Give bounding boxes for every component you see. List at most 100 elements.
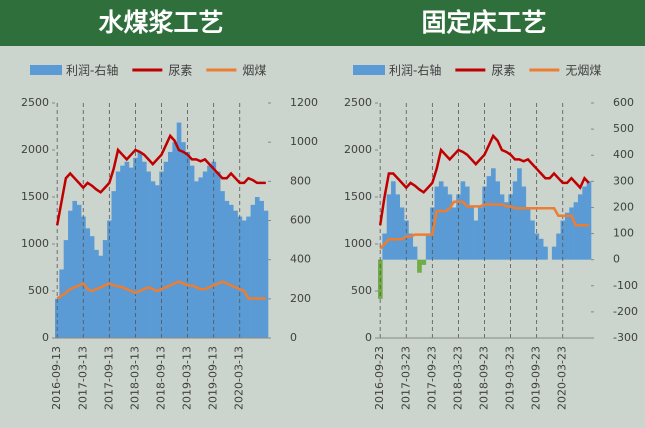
y2-tick-label: 800 xyxy=(290,174,311,187)
chart-title: 水煤浆工艺 xyxy=(98,8,223,37)
bar xyxy=(81,216,86,338)
bar xyxy=(543,246,548,260)
y2-tick-label: 400 xyxy=(613,148,634,161)
bar xyxy=(486,176,492,260)
bar xyxy=(163,161,169,338)
bar xyxy=(194,181,199,338)
bar xyxy=(111,191,117,338)
y-tick-label: 2500 xyxy=(344,96,372,109)
bar xyxy=(128,167,134,338)
bar xyxy=(451,207,457,260)
y2-tick-label: 0 xyxy=(290,331,297,344)
bar xyxy=(211,161,217,338)
bar xyxy=(124,161,130,338)
bar xyxy=(386,194,392,260)
bar xyxy=(254,197,260,338)
bar xyxy=(417,259,422,273)
bar xyxy=(491,168,496,260)
bar xyxy=(508,194,514,260)
bar xyxy=(76,204,82,338)
bar xyxy=(586,181,592,260)
line xyxy=(56,280,266,300)
bar xyxy=(55,298,60,338)
x-tick-label: 2019-03-13 xyxy=(181,346,194,410)
bar xyxy=(68,210,73,338)
x-tick-label: 2017-09-23 xyxy=(425,346,438,410)
bar xyxy=(438,181,444,260)
legend-label: 烟煤 xyxy=(242,64,266,78)
bar xyxy=(63,240,69,338)
chart-title: 固定床工艺 xyxy=(421,8,546,37)
y2-tick-label: 600 xyxy=(613,96,634,109)
y-tick-label: 0 xyxy=(365,331,372,344)
x-tick-label: 2019-09-23 xyxy=(530,346,543,410)
bar xyxy=(137,151,143,338)
y-tick-label: 2000 xyxy=(21,143,49,156)
legend-label: 利润-右轴 xyxy=(66,63,118,78)
bar xyxy=(564,212,570,260)
bar xyxy=(150,181,156,338)
y2-tick-label: 300 xyxy=(613,174,634,187)
y2-tick-label: 500 xyxy=(613,122,634,135)
y2-tick-label: 100 xyxy=(613,227,634,240)
bar xyxy=(250,204,256,338)
bar xyxy=(551,246,557,260)
x-tick-label: 2017-09-13 xyxy=(102,346,115,410)
line xyxy=(55,133,266,226)
y2-tick-label: -100 xyxy=(613,279,638,292)
y2-tick-label: 1000 xyxy=(290,135,318,148)
bar xyxy=(556,233,561,260)
bar xyxy=(404,220,409,260)
bar xyxy=(168,151,173,338)
bar xyxy=(560,220,566,260)
y-tick-label: 0 xyxy=(42,331,49,344)
header-band xyxy=(0,0,645,46)
bar xyxy=(176,122,182,338)
bar xyxy=(408,233,414,260)
bar xyxy=(521,186,527,260)
bar xyxy=(241,220,247,338)
bar xyxy=(382,233,387,260)
bar xyxy=(517,168,522,260)
y-tick-label: 1000 xyxy=(344,237,372,250)
line xyxy=(379,200,589,250)
bar xyxy=(395,194,401,260)
bar xyxy=(233,210,238,338)
bar xyxy=(538,238,544,260)
y2-tick-label: 400 xyxy=(290,253,311,266)
bar xyxy=(141,161,147,338)
x-tick-label: 2016-09-23 xyxy=(373,346,386,410)
bar xyxy=(473,220,479,260)
bar xyxy=(89,236,95,338)
y2-tick-label: 200 xyxy=(290,292,311,305)
bar xyxy=(228,204,234,338)
bar xyxy=(94,249,99,338)
legend-label: 尿素 xyxy=(491,64,515,78)
bar xyxy=(573,202,579,260)
x-tick-label: 2018-09-13 xyxy=(155,346,168,410)
bar xyxy=(202,171,208,338)
bar xyxy=(499,194,505,260)
bar xyxy=(237,216,243,338)
x-tick-label: 2018-03-23 xyxy=(451,346,464,410)
x-tick-label: 2020-03-13 xyxy=(233,346,246,410)
x-tick-label: 2017-03-13 xyxy=(76,346,89,410)
x-tick-label: 2020-03-23 xyxy=(556,346,569,410)
y-tick-label: 500 xyxy=(28,284,49,297)
bar xyxy=(447,194,453,260)
bar xyxy=(146,171,151,338)
bar xyxy=(577,194,583,260)
bar xyxy=(115,171,121,338)
bar xyxy=(102,240,108,338)
y-tick-label: 1000 xyxy=(21,237,49,250)
bar xyxy=(154,185,160,338)
bar xyxy=(530,220,535,260)
bar xyxy=(460,181,466,260)
y-tick-label: 500 xyxy=(351,284,372,297)
bar xyxy=(133,157,138,338)
y2-tick-label: -300 xyxy=(613,331,638,344)
x-tick-label: 2017-03-23 xyxy=(399,346,412,410)
bar xyxy=(85,228,91,338)
bar xyxy=(263,210,269,338)
